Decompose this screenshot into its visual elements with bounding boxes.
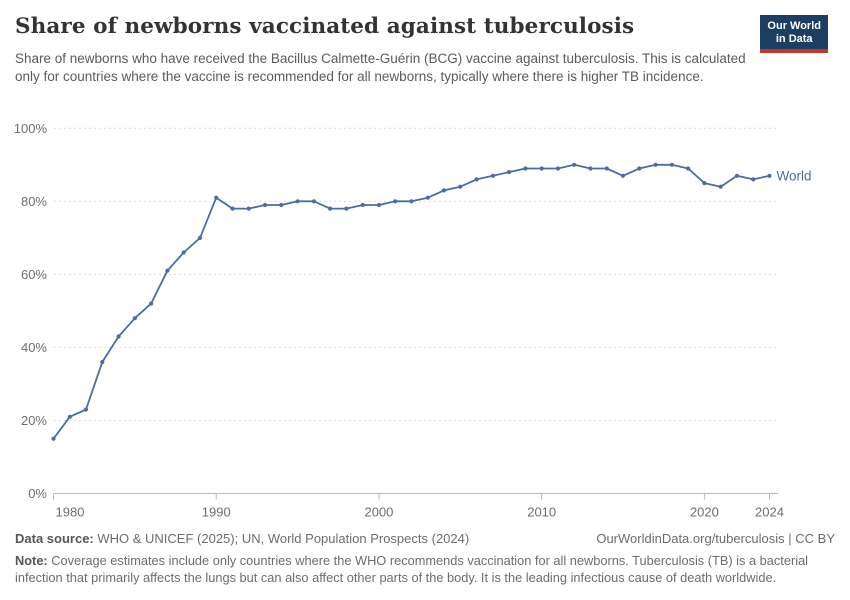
data-point-marker[interactable] [523,166,528,171]
data-point-marker[interactable] [279,202,284,208]
data-point-marker[interactable] [474,177,479,182]
data-point-marker[interactable] [718,184,723,189]
data-point-marker[interactable] [458,184,463,189]
y-tick-label: 40% [21,340,47,355]
series-line-world[interactable] [52,163,770,440]
x-tick-label: 2010 [527,505,556,520]
note-value: Coverage estimates include only countrie… [15,553,809,585]
data-point-marker[interactable] [393,199,398,204]
y-tick-label: 80% [21,194,47,209]
data-point-marker[interactable] [441,188,447,193]
data-point-marker[interactable] [376,202,382,208]
data-point-marker[interactable] [588,166,593,171]
data-source-text: Data source: WHO & UNICEF (2025); UN, Wo… [15,531,469,546]
data-point-marker[interactable] [295,199,300,204]
data-point-marker[interactable] [507,170,512,175]
data-point-marker[interactable] [604,166,609,171]
data-point-marker[interactable] [734,173,740,178]
data-point-marker[interactable] [181,250,186,255]
data-point-marker[interactable] [246,206,251,211]
data-source-label: Data source: [15,531,94,546]
x-tick-label: 1990 [202,505,231,520]
data-point-marker[interactable] [165,268,170,273]
y-tick-label: 0% [28,486,47,501]
data-point-marker[interactable] [230,206,235,211]
data-point-marker[interactable] [214,195,219,200]
license-link[interactable]: OurWorldinData.org/tuberculosis | CC BY [596,531,835,546]
data-point-marker[interactable] [620,173,626,178]
y-tick-label: 60% [21,267,47,282]
data-point-marker[interactable] [51,436,56,441]
data-point-marker[interactable] [637,166,642,171]
data-point-marker[interactable] [751,177,756,182]
x-tick-label: 2024 [755,505,784,520]
data-point-marker[interactable] [539,166,544,171]
data-point-marker[interactable] [669,162,675,167]
line-chart: 0% 20% 40% 60% 80% 100% 1980 1990 2000 2010 2020 20… [14,121,812,520]
data-point-marker[interactable] [83,407,89,412]
data-point-marker[interactable] [409,199,414,204]
x-tick-label: 1980 [56,505,85,520]
data-point-marker[interactable] [328,206,333,211]
y-tick-label: 20% [21,413,47,428]
data-point-marker[interactable] [149,301,154,306]
data-point-marker[interactable] [262,202,268,208]
owid-logo-line2: in Data [775,32,813,45]
data-point-marker[interactable] [686,166,691,171]
data-point-marker[interactable] [344,206,349,211]
y-tick-label: 100% [14,121,48,136]
owid-logo-line1: Our World [767,20,821,32]
data-point-marker[interactable] [67,414,72,419]
page-title: Share of newborns vaccinated against tub… [15,14,635,39]
x-tick-label: 2000 [364,505,393,520]
data-point-marker[interactable] [116,334,121,339]
data-point-marker[interactable] [653,162,658,167]
data-point-marker[interactable] [702,181,707,186]
data-point-marker[interactable] [425,195,430,200]
note-label: Note: [15,553,48,568]
owid-logo[interactable]: Our World in Data [760,15,828,53]
series-end-label[interactable]: World [777,168,812,183]
x-tick-label: 2020 [690,505,719,520]
data-point-marker[interactable] [100,359,105,365]
data-point-marker[interactable] [311,199,316,204]
data-point-marker[interactable] [132,316,137,321]
data-point-marker[interactable] [572,162,577,167]
chart-subtitle: Share of newborns who have received the … [15,51,746,84]
data-point-marker[interactable] [490,173,495,178]
data-point-marker[interactable] [360,202,365,208]
data-point-marker[interactable] [197,235,203,240]
data-point-marker[interactable] [767,173,772,178]
note-text: Note: Coverage estimates include only co… [15,553,835,586]
data-source-value: WHO & UNICEF (2025); UN, World Populatio… [93,531,470,546]
data-point-marker[interactable] [555,166,561,171]
chart-header: Share of newborns vaccinated against tub… [15,14,835,86]
chart-footer: Data source: WHO & UNICEF (2025); UN, Wo… [15,531,835,586]
